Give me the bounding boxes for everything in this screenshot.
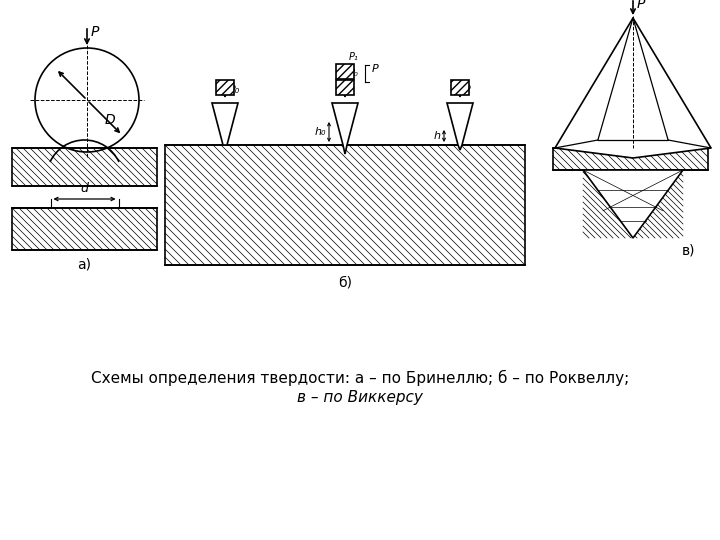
Bar: [165, 145, 525, 265]
Polygon shape: [447, 103, 473, 150]
Bar: [216, 80, 234, 95]
Text: P: P: [637, 0, 645, 11]
Bar: [12, 208, 157, 250]
Text: P₀: P₀: [229, 85, 240, 95]
Text: P₁: P₁: [349, 52, 359, 62]
Bar: [451, 80, 469, 95]
Text: 135°: 135°: [655, 171, 682, 181]
Text: в – по Виккерсу: в – по Виккерсу: [297, 390, 423, 405]
Polygon shape: [332, 103, 358, 154]
Bar: [12, 148, 157, 186]
Bar: [336, 80, 354, 95]
Text: d: d: [81, 182, 89, 195]
Polygon shape: [212, 103, 238, 145]
Text: D: D: [105, 113, 116, 127]
Text: d: d: [634, 181, 642, 194]
Text: P: P: [372, 64, 379, 75]
Text: Схемы определения твердости: а – по Бринеллю; б – по Роквеллу;: Схемы определения твердости: а – по Брин…: [91, 370, 629, 386]
Polygon shape: [583, 170, 683, 238]
Text: а): а): [78, 258, 91, 272]
Polygon shape: [555, 18, 711, 158]
Text: P: P: [91, 25, 99, 39]
Text: P: P: [464, 85, 471, 95]
Bar: [336, 64, 354, 79]
Bar: [553, 148, 708, 170]
Text: б): б): [338, 275, 352, 289]
Text: h: h: [434, 131, 441, 141]
Text: h₀: h₀: [315, 127, 326, 137]
Text: в): в): [682, 243, 695, 257]
Text: P₀: P₀: [349, 68, 359, 78]
